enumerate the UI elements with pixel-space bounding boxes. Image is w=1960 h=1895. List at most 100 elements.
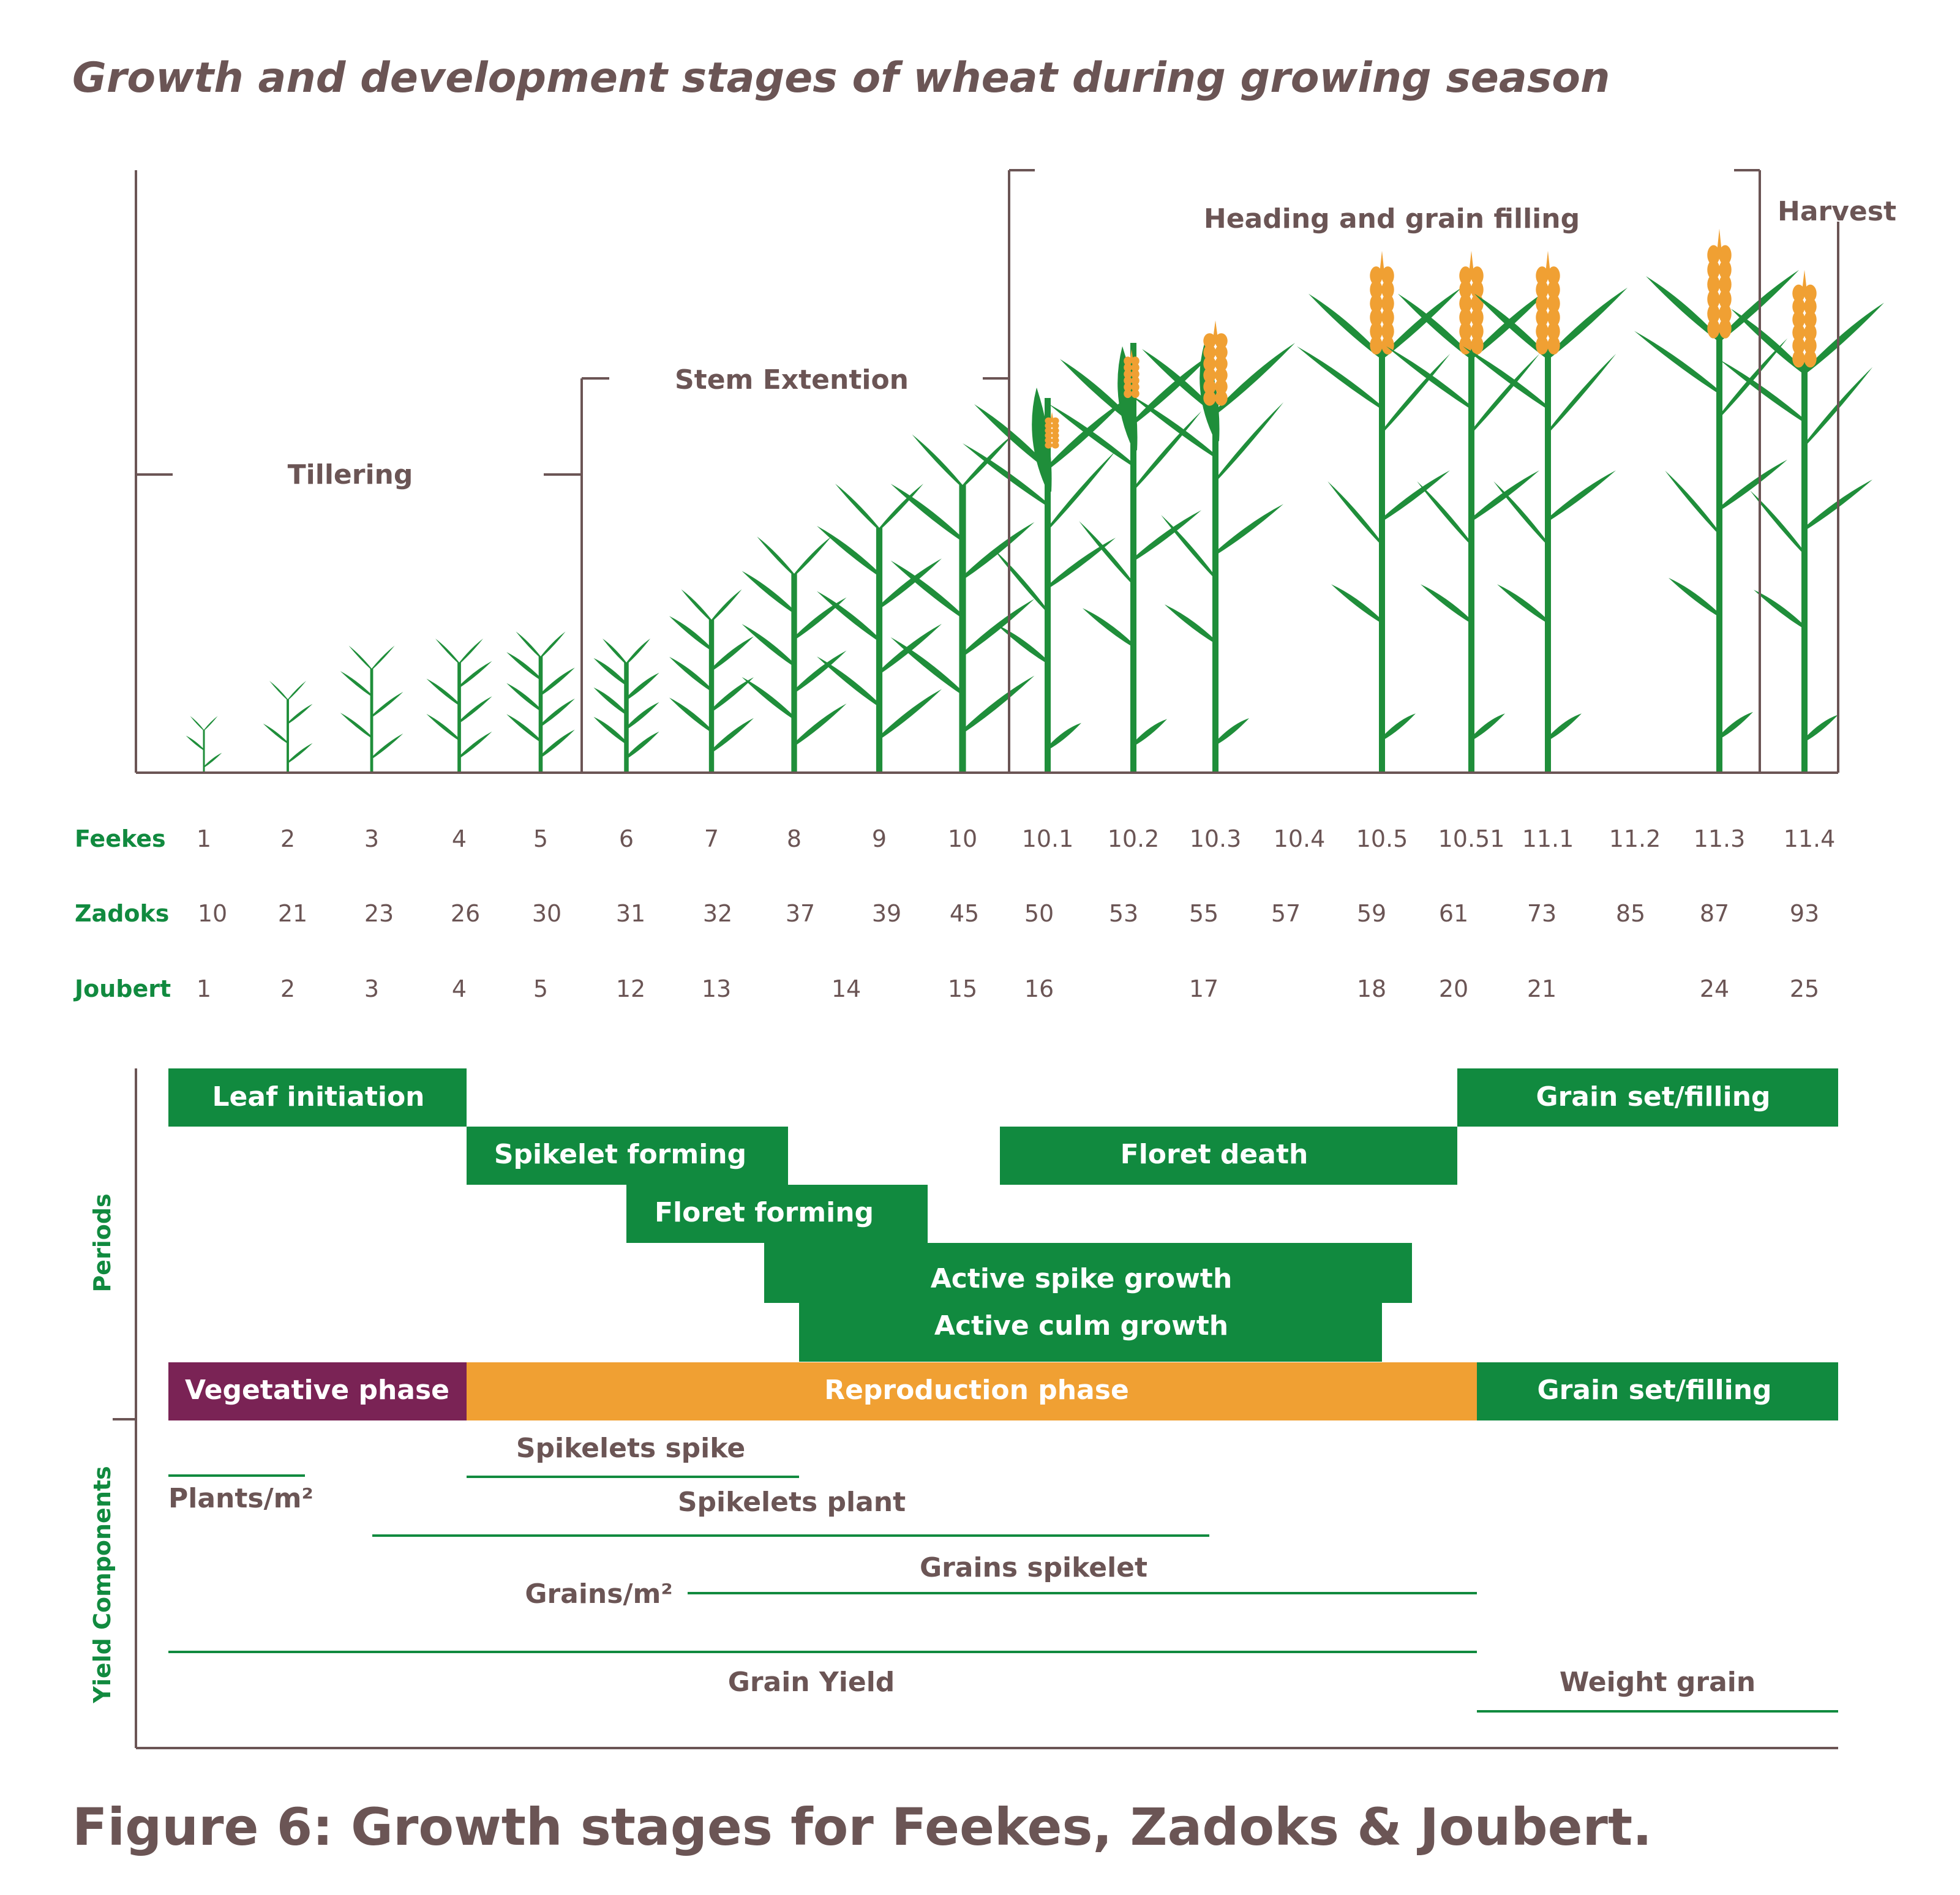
wheat-leaf — [890, 484, 963, 542]
wheat-stem — [457, 662, 461, 773]
wheat-leaf — [1133, 353, 1213, 426]
label-spikelets-spike: Spikelets spike — [516, 1433, 745, 1464]
wheat-leaf — [541, 631, 566, 659]
wheat-leaf — [1142, 348, 1215, 415]
wheat-leaf — [435, 639, 459, 664]
wheat-leaf — [1754, 590, 1804, 629]
wheat-plants — [186, 228, 1884, 773]
wheat-leaf — [1665, 470, 1719, 535]
wheat-leaf — [263, 723, 288, 744]
joubert-value: 4 — [452, 975, 467, 1002]
bar-grain-set-phase — [1477, 1362, 1838, 1420]
joubert-value: 3 — [364, 975, 379, 1002]
joubert-value: 18 — [1357, 975, 1386, 1002]
figure-title: Growth and development stages of wheat d… — [72, 54, 1610, 102]
wheat-leaf — [1548, 287, 1628, 360]
wheat-leaf — [1474, 293, 1548, 360]
wheat-leaf — [506, 651, 541, 681]
wheat-stem — [1212, 399, 1218, 773]
wheat-leaf — [1804, 302, 1884, 375]
wheat-leaf — [1750, 490, 1804, 555]
wheat-leaf — [593, 687, 626, 715]
joubert-value: 5 — [533, 975, 548, 1002]
wheat-leaf — [879, 558, 942, 609]
wheat-stem — [1801, 360, 1808, 773]
bar-grain-set-top-label: Grain set/filling — [1536, 1081, 1770, 1113]
wheat-leaf — [1804, 715, 1838, 742]
wheat-leaf — [712, 589, 742, 622]
stage-label-tillering: Tillering — [288, 459, 413, 490]
bar-active-culm-growth-label: Active culm growth — [934, 1310, 1228, 1342]
periods-section: Periods Leaf initiation Grain set/fillin… — [89, 1068, 1838, 1420]
wheat-leaf — [1398, 293, 1471, 360]
joubert-value: 16 — [1024, 975, 1054, 1002]
wheat-leaf — [712, 636, 754, 672]
label-weight-grain: Weight grain — [1560, 1667, 1755, 1698]
wheat-leaf — [340, 712, 372, 738]
wheat-leaf — [1731, 309, 1804, 375]
zadoks-value: 53 — [1109, 900, 1138, 927]
wheat-leaf — [1048, 403, 1133, 467]
feekes-label: Feekes — [75, 825, 166, 852]
wheat-leaf — [1165, 604, 1215, 644]
wheat-leaf — [817, 525, 879, 577]
bar-leaf-initiation — [168, 1068, 467, 1127]
stage-label-stem-extension: Stem Extention — [675, 364, 909, 396]
wheat-leaf — [1048, 722, 1081, 751]
wheat-leaf — [963, 599, 1035, 657]
wheat-leaf — [1497, 584, 1548, 624]
feekes-value: 10 — [948, 825, 977, 852]
wheat-leaf — [459, 661, 492, 688]
wheat-leaf — [626, 672, 659, 700]
feekes-value: 2 — [280, 825, 295, 852]
joubert-value: 13 — [702, 975, 731, 1002]
wheat-leaf — [1215, 504, 1283, 555]
wheat-leaf — [669, 616, 712, 651]
zadoks-value: 37 — [786, 900, 815, 927]
wheat-leaf — [890, 637, 963, 696]
label-grain-yield: Grain Yield — [728, 1667, 895, 1698]
wheat-leaf — [1646, 276, 1719, 342]
wheat-leaf — [794, 650, 847, 694]
joubert-value: 1 — [197, 975, 211, 1002]
label-grains-spikelet: Grains spikelet — [920, 1552, 1147, 1583]
wheat-leaf — [593, 716, 626, 745]
wheat-leaf — [1548, 353, 1616, 434]
bar-active-spike-growth — [764, 1243, 1412, 1303]
wheat-leaf — [879, 484, 923, 531]
wheat-leaf — [1382, 353, 1451, 434]
wheat-stem — [370, 669, 374, 773]
wheat-leaf — [712, 677, 754, 713]
wheat-leaf — [742, 571, 794, 614]
wheat-leaf — [794, 597, 847, 640]
wheat-leaf — [1161, 515, 1215, 580]
wheat-leaf — [1327, 481, 1382, 546]
joubert-value: 15 — [948, 975, 977, 1002]
wheat-leaf — [993, 549, 1048, 614]
wheat-leaf — [1548, 713, 1582, 741]
wheat-leaf — [1060, 359, 1133, 426]
wheat-leaf — [541, 729, 575, 758]
bar-active-culm-growth — [799, 1302, 1382, 1362]
wheat-leaf — [1471, 713, 1505, 741]
wheat-leaf — [1048, 451, 1116, 531]
wheat-stem — [791, 574, 797, 773]
wheat-ear — [1203, 320, 1228, 406]
joubert-value: 20 — [1439, 975, 1468, 1002]
wheat-leaf — [1421, 584, 1471, 624]
wheat-leaf — [1331, 584, 1382, 624]
joubert-value: 21 — [1527, 975, 1556, 1002]
wheat-leaf — [1382, 713, 1416, 741]
feekes-value: 10.5 — [1356, 825, 1408, 852]
stage-axes — [113, 169, 1839, 1749]
wheat-leaf — [626, 702, 659, 730]
wheat-leaf — [1215, 718, 1249, 746]
zadoks-value: 85 — [1616, 900, 1645, 927]
bar-vegetative-phase — [168, 1362, 467, 1420]
wheat-leaf — [593, 658, 626, 686]
bar-grain-set-phase-label: Grain set/filling — [1537, 1375, 1771, 1406]
zadoks-label: Zadoks — [75, 900, 169, 927]
periods-axis-label: Periods — [89, 1193, 116, 1292]
zadoks-value: 26 — [451, 900, 480, 927]
